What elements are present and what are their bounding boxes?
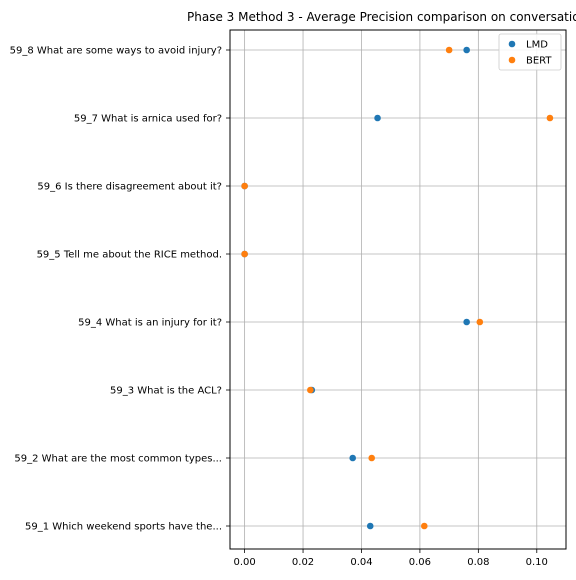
grid-lines	[230, 30, 566, 549]
legend-label-lmd: LMD	[526, 40, 548, 51]
legend: LMD BERT	[498, 33, 562, 71]
x-tick-label: 0.10	[526, 557, 548, 568]
y-tick-label: 59_4 What is an injury for it?	[78, 318, 222, 329]
x-tick-label: 0.08	[467, 557, 489, 568]
y-tick-label: 59_2 What are the most common types...	[14, 454, 222, 465]
x-axis: 0.00 0.02 0.04 0.06 0.08 0.10	[233, 549, 548, 568]
data-point-bert	[241, 182, 248, 190]
y-tick-label: 59_6 Is there disagreement about it?	[37, 182, 222, 193]
legend-marker-bert	[508, 56, 516, 64]
data-point-bert	[546, 114, 554, 122]
data-point-lmd	[463, 46, 470, 54]
y-tick-label: 59_7 What is arnica used for?	[74, 114, 222, 125]
data-point-bert	[420, 522, 428, 530]
data-point-lmd	[463, 318, 470, 326]
y-tick-label: 59_3 What is the ACL?	[110, 386, 222, 397]
data-point-bert	[476, 318, 484, 326]
y-tick-label: 59_1 Which weekend sports have the...	[25, 522, 222, 533]
legend-label-bert: BERT	[526, 56, 552, 67]
x-tick-label: 0.00	[233, 557, 255, 568]
y-tick-label: 59_5 Tell me about the RICE method.	[37, 250, 222, 261]
plot-frame	[229, 29, 567, 550]
data-point-lmd	[366, 522, 374, 530]
data-point-bert	[307, 386, 314, 394]
data-point-bert	[241, 250, 248, 258]
data-point-lmd	[349, 454, 357, 462]
data-point-bert	[445, 46, 453, 54]
data-points	[241, 46, 554, 530]
x-tick-label: 0.02	[292, 557, 314, 568]
legend-marker-lmd	[508, 40, 516, 48]
chart-title: Phase 3 Method 3 - Average Precision com…	[187, 10, 576, 24]
x-tick-label: 0.06	[409, 557, 431, 568]
y-tick-label: 59_8 What are some ways to avoid injury?	[10, 46, 222, 57]
x-tick-label: 0.04	[350, 557, 372, 568]
y-axis: 59_8 What are some ways to avoid injury?…	[10, 46, 230, 533]
data-point-bert	[368, 454, 376, 462]
data-point-lmd	[374, 114, 381, 122]
